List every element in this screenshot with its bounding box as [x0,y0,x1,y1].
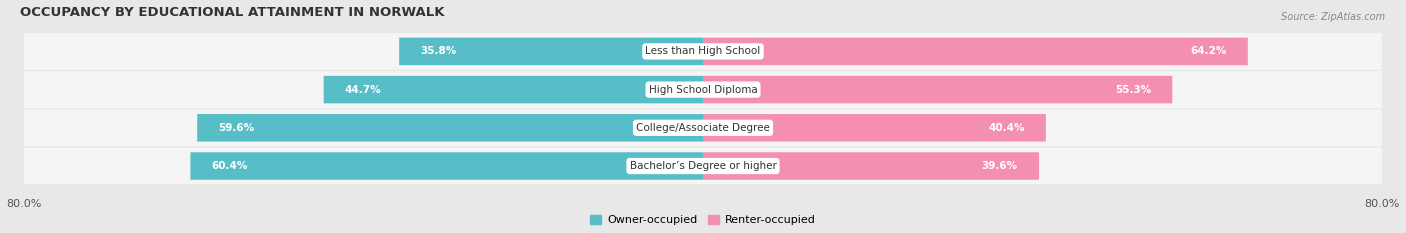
Text: 40.4%: 40.4% [988,123,1025,133]
FancyBboxPatch shape [24,148,1382,184]
FancyBboxPatch shape [703,76,1173,103]
FancyBboxPatch shape [197,114,703,142]
Text: Source: ZipAtlas.com: Source: ZipAtlas.com [1281,12,1385,22]
FancyBboxPatch shape [703,152,1039,180]
FancyBboxPatch shape [323,76,703,103]
Text: 60.4%: 60.4% [212,161,247,171]
FancyBboxPatch shape [24,71,1382,108]
Text: Bachelor’s Degree or higher: Bachelor’s Degree or higher [630,161,776,171]
FancyBboxPatch shape [24,33,1382,70]
Text: 39.6%: 39.6% [981,161,1018,171]
FancyBboxPatch shape [703,38,1247,65]
Text: Less than High School: Less than High School [645,46,761,56]
Legend: Owner-occupied, Renter-occupied: Owner-occupied, Renter-occupied [591,215,815,225]
Text: College/Associate Degree: College/Associate Degree [636,123,770,133]
FancyBboxPatch shape [24,110,1382,146]
Text: 44.7%: 44.7% [344,85,381,95]
Text: 64.2%: 64.2% [1191,46,1226,56]
Text: 55.3%: 55.3% [1115,85,1152,95]
FancyBboxPatch shape [703,114,1046,142]
Text: High School Diploma: High School Diploma [648,85,758,95]
Text: 59.6%: 59.6% [218,123,254,133]
FancyBboxPatch shape [399,38,703,65]
Text: 35.8%: 35.8% [420,46,457,56]
FancyBboxPatch shape [190,152,703,180]
Text: OCCUPANCY BY EDUCATIONAL ATTAINMENT IN NORWALK: OCCUPANCY BY EDUCATIONAL ATTAINMENT IN N… [20,6,444,19]
